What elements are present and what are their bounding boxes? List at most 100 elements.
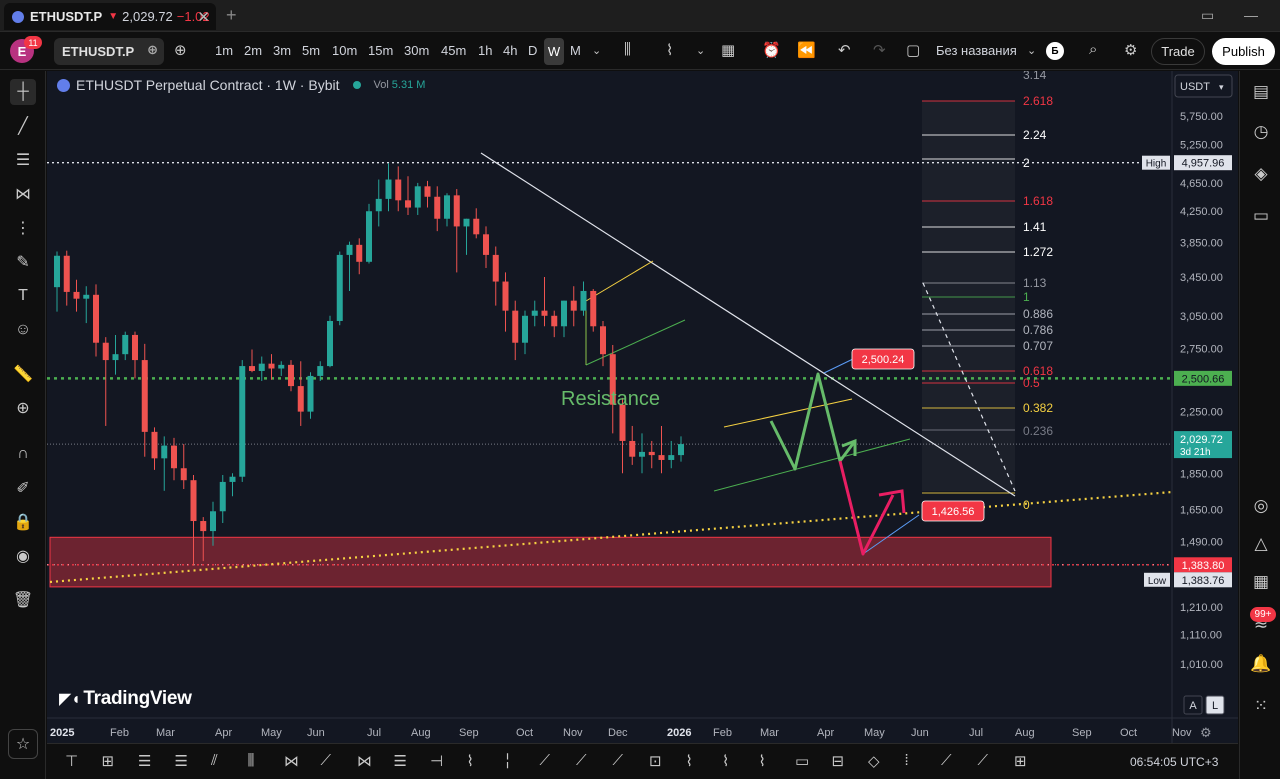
minimize-icon[interactable]: — xyxy=(1244,7,1258,23)
gear-icon[interactable]: ⚙ xyxy=(1124,42,1138,59)
magnet-icon[interactable]: ∩ xyxy=(17,445,29,462)
lock-drawing-icon[interactable]: ✐ xyxy=(16,480,30,497)
abcd-tool-icon[interactable]: ⋈ xyxy=(357,753,372,770)
cross-line-icon[interactable]: ⊤ xyxy=(65,753,79,770)
brush-tool-icon[interactable]: ⟋ xyxy=(977,752,989,769)
pattern-icon[interactable]: ⋈ xyxy=(15,186,31,203)
arrow-tool-icon[interactable]: ⟋ xyxy=(576,752,587,769)
timeframe-w[interactable]: W xyxy=(544,38,564,65)
chevron-down-icon[interactable]: ⌄ xyxy=(1027,45,1037,57)
timeframe-2m[interactable]: 2m xyxy=(244,43,263,58)
trash-icon[interactable]: 🗑 xyxy=(12,592,34,609)
new-tab-icon[interactable]: + xyxy=(226,5,237,25)
bell-icon[interactable]: 🔔 xyxy=(1250,654,1272,673)
target-link-top xyxy=(823,358,854,374)
compare-icon[interactable]: ⊕ xyxy=(147,42,158,57)
grid-tool-icon[interactable]: ⊞ xyxy=(1014,753,1027,770)
text-icon[interactable]: T xyxy=(18,287,28,304)
lock-icon[interactable]: 🔒 xyxy=(13,514,33,531)
timeframe-4h[interactable]: 4h xyxy=(503,43,518,58)
add-symbol-icon[interactable]: ⊕ xyxy=(174,42,187,59)
quick-search-icon[interactable]: ⌕ xyxy=(1089,41,1098,58)
price-chart[interactable]: 5,750.00 5,250.00 4,650.00 4,250.00 3,850.00… xyxy=(47,71,1238,743)
timeframe-d[interactable]: D xyxy=(528,43,538,58)
candle-body xyxy=(102,342,109,361)
trend-line-icon[interactable]: ╱ xyxy=(18,118,28,135)
indicators-icon[interactable]: ⌇ xyxy=(666,42,674,59)
x-tick-label: Aug xyxy=(411,727,431,739)
timeframe-5m[interactable]: 5m xyxy=(302,43,321,58)
timeframe-3m[interactable]: 3m xyxy=(273,43,292,58)
layout-name[interactable]: Без названия xyxy=(936,43,1017,58)
apps-grid-icon[interactable]: ⁙ xyxy=(1253,696,1269,715)
timeframe-45m[interactable]: 45m xyxy=(441,43,467,58)
screen-icon[interactable]: ▭ xyxy=(1201,7,1215,23)
callout-tool-icon[interactable]: ▭ xyxy=(795,753,810,770)
alert-icon[interactable]: ⏰ xyxy=(762,42,781,59)
fib-level-label: 0.707 xyxy=(1023,339,1053,353)
timeframe-30m[interactable]: 30m xyxy=(404,43,430,58)
pyramid-icon[interactable]: △ xyxy=(1254,534,1268,553)
forecast-icon[interactable]: ⋮ xyxy=(15,220,31,237)
fib-fan-icon[interactable]: ☰ xyxy=(393,753,407,770)
wave-abc-icon[interactable]: ⌇ xyxy=(685,753,693,770)
vline-tool-icon[interactable]: ╎ xyxy=(503,753,513,770)
fib-levels-icon[interactable]: ☰ xyxy=(15,152,31,169)
note-tool-icon[interactable]: ⊟ xyxy=(831,753,845,770)
channel-tool-icon[interactable]: ⫽ xyxy=(211,752,218,769)
ruler-icon[interactable]: 📏 xyxy=(13,366,33,383)
crosshair-icon[interactable]: ┼ xyxy=(10,79,36,105)
redo-icon[interactable]: ↷ xyxy=(873,42,886,59)
timeframe-15m[interactable]: 15m xyxy=(368,43,394,58)
chart-pane[interactable]: 5,750.00 5,250.00 4,650.00 4,250.00 3,850.00… xyxy=(47,71,1238,743)
chevron-down-icon[interactable]: ⌄ xyxy=(592,45,602,57)
pattern-tool-icon[interactable]: ⋈ xyxy=(284,753,299,770)
timeframe-1m[interactable]: 1m xyxy=(215,43,234,58)
undo-icon[interactable]: ↶ xyxy=(838,42,851,59)
templates-icon[interactable]: ▦ xyxy=(721,42,736,59)
close-tab-icon[interactable]: ✕ xyxy=(197,9,210,26)
eye-icon[interactable]: ◉ xyxy=(16,548,30,565)
chart-tab[interactable]: ETHUSDT.P ▼ 2,029.72 −1.02 ✕ xyxy=(4,3,216,30)
crosshair-tool-icon[interactable]: ⁞ xyxy=(904,752,909,769)
chat-icon[interactable]: ▭ xyxy=(1252,206,1270,225)
layout-icon[interactable]: ▢ xyxy=(906,42,921,59)
replay-icon[interactable]: ⏪ xyxy=(797,42,816,59)
clock[interactable]: 06:54:05 UTC+3 xyxy=(1130,755,1219,769)
layout-badge[interactable]: Б xyxy=(1046,42,1064,60)
candles-icon[interactable]: ⫼ xyxy=(624,41,631,58)
currency-select-bg xyxy=(1174,74,1233,98)
watchlist-icon[interactable]: ▤ xyxy=(1252,82,1270,101)
lines-tool-icon[interactable]: ☰ xyxy=(174,753,188,770)
emoji-icon[interactable]: ☺ xyxy=(14,321,32,338)
wave-12345-icon[interactable]: ⌇ xyxy=(722,753,730,770)
chevron-down-icon[interactable]: ⌄ xyxy=(696,45,706,57)
arrow-up-tool-icon[interactable]: ⟋ xyxy=(941,752,952,769)
trade-button[interactable]: Trade xyxy=(1151,38,1205,65)
publish-button[interactable]: Publish xyxy=(1212,38,1275,65)
rotated-rect-icon[interactable]: ◇ xyxy=(868,753,880,770)
timeframe-m[interactable]: M xyxy=(570,43,581,58)
calendar-icon[interactable]: ▦ xyxy=(1252,572,1270,591)
layers-icon[interactable]: ◈ xyxy=(1254,164,1268,183)
hline-tool-icon[interactable]: ⊣ xyxy=(430,753,444,770)
box-tool-icon[interactable]: ⊡ xyxy=(649,753,662,770)
target-icon[interactable]: ◎ xyxy=(1253,496,1269,515)
brush-icon[interactable]: ✎ xyxy=(16,254,30,271)
symbol-search-button[interactable]: ETHUSDT.P ⊕ xyxy=(54,38,164,65)
timeframe-1h[interactable]: 1h xyxy=(478,43,493,58)
trend-tool-icon[interactable]: ⟋ xyxy=(539,752,551,769)
ray-tool-icon[interactable]: ⟋ xyxy=(320,752,332,769)
pitch-tool-icon[interactable]: ⟋ xyxy=(612,752,624,769)
wave-tool-2-icon[interactable]: ⌇ xyxy=(758,753,766,770)
level-price-label-bg xyxy=(1174,370,1232,386)
candle-body xyxy=(219,481,226,512)
timeframe-10m[interactable]: 10m xyxy=(332,43,358,58)
candles-tool-icon[interactable]: ⫼ xyxy=(247,752,255,769)
zoom-icon[interactable]: ⊕ xyxy=(16,400,30,417)
fib-tool-icon[interactable]: ☰ xyxy=(138,753,152,770)
rect-tool-icon[interactable]: ⊞ xyxy=(101,753,115,770)
wave-tool-icon[interactable]: ⌇ xyxy=(466,753,474,770)
favorites-star-icon[interactable]: ☆ xyxy=(8,729,38,759)
alerts-clock-icon[interactable]: ◷ xyxy=(1253,122,1269,141)
